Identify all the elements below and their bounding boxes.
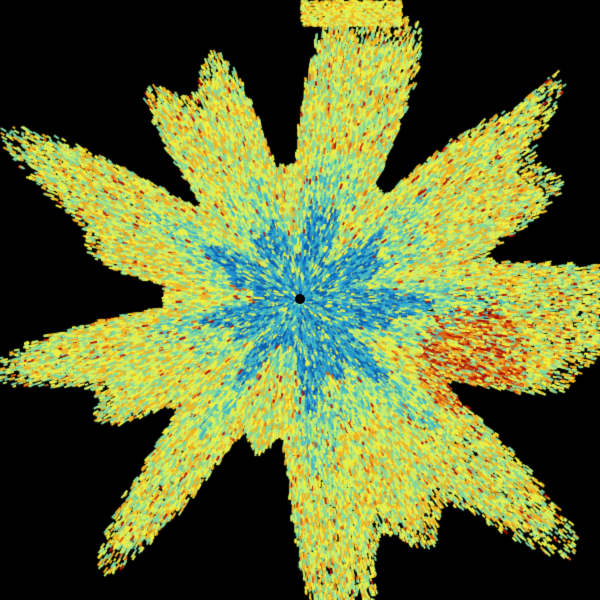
radar-site-marker: [295, 294, 305, 304]
